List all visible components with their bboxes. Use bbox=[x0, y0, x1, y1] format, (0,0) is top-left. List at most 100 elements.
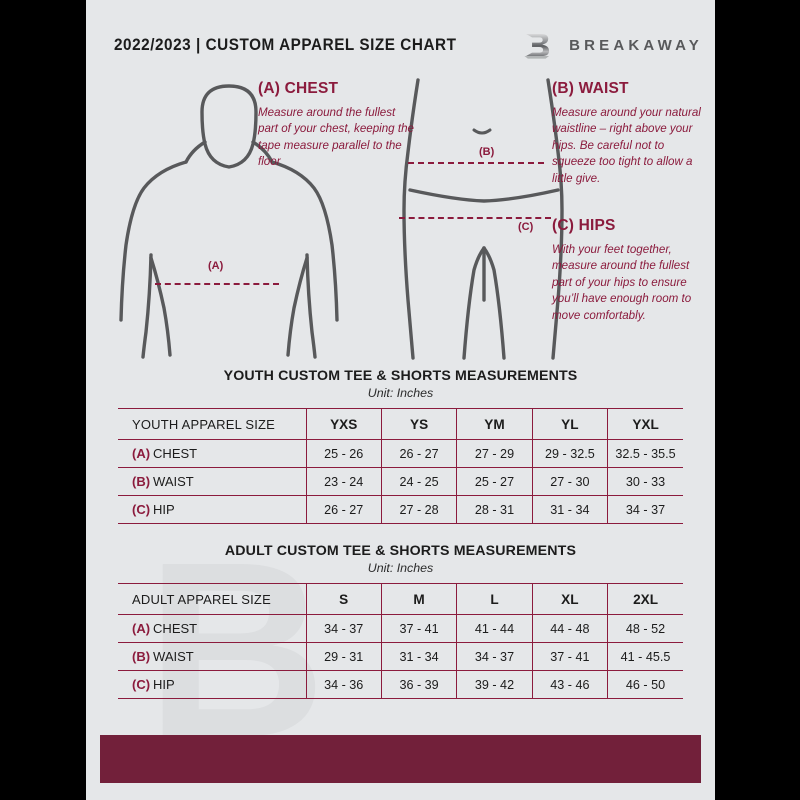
table-row: (B) WAIST 29 - 31 31 - 34 34 - 37 37 - 41… bbox=[118, 642, 683, 671]
adult-table-unit: Unit: Inches bbox=[367, 561, 434, 575]
cell: 28 - 31 bbox=[456, 495, 533, 524]
cell: 27 - 29 bbox=[456, 439, 533, 468]
cell: 34 - 36 bbox=[305, 670, 382, 699]
hip-measure-label: (C) bbox=[518, 221, 534, 233]
cell: 44 - 48 bbox=[531, 614, 608, 643]
footer-bar bbox=[100, 735, 701, 783]
cell: 43 - 46 bbox=[531, 670, 608, 699]
row-label: (A) CHEST bbox=[118, 614, 306, 643]
cell: 37 - 41 bbox=[531, 642, 608, 671]
callout-hips-body: With your feet together, measure around … bbox=[552, 243, 692, 322]
youth-size-col: YXS bbox=[305, 408, 382, 440]
cell: 36 - 39 bbox=[380, 670, 457, 699]
waist-measure-line bbox=[408, 162, 544, 164]
adult-size-col: XL bbox=[531, 583, 608, 615]
cell: 34 - 37 bbox=[456, 642, 533, 671]
lower-body-figure-icon bbox=[402, 78, 564, 360]
cell: 26 - 27 bbox=[380, 439, 457, 468]
brand-wordmark: BREAKAWAY bbox=[569, 36, 703, 54]
cell: 31 - 34 bbox=[531, 495, 608, 524]
table-row: (C) HIP 34 - 36 36 - 39 39 - 42 43 - 46 4… bbox=[118, 670, 683, 699]
row-tag: (C) bbox=[132, 677, 151, 692]
breakaway-b-logo-icon bbox=[524, 33, 550, 59]
hip-measure-line bbox=[399, 217, 551, 219]
table-row: (A) CHEST 34 - 37 37 - 41 41 - 44 44 - 48… bbox=[118, 614, 683, 643]
row-label: (C) HIP bbox=[118, 670, 306, 699]
page-title: 2022/2023 | CUSTOM APPAREL SIZE CHART bbox=[114, 35, 457, 54]
chest-measure-label: (A) bbox=[208, 260, 224, 272]
adult-section: ADULT CUSTOM TEE & SHORTS MEASUREMENTS U… bbox=[86, 543, 715, 699]
row-label-text: CHEST bbox=[153, 621, 198, 636]
cell: 27 - 30 bbox=[531, 467, 608, 496]
youth-table-title: YOUTH CUSTOM TEE & SHORTS MEASUREMENTS bbox=[223, 368, 578, 384]
row-label-text: HIP bbox=[153, 677, 175, 692]
cell: 29 - 31 bbox=[305, 642, 382, 671]
page-header: 2022/2023 | CUSTOM APPAREL SIZE CHART BR… bbox=[86, 28, 715, 62]
chest-measure-line bbox=[155, 283, 279, 285]
row-label: (A) CHEST bbox=[118, 439, 306, 468]
adult-table-title: ADULT CUSTOM TEE & SHORTS MEASUREMENTS bbox=[224, 543, 577, 559]
size-chart-page: B 2022/2023 | CUSTOM APPAREL SIZE CHART bbox=[86, 0, 715, 800]
row-tag: (B) bbox=[132, 474, 151, 489]
youth-size-col: YL bbox=[531, 408, 608, 440]
cell: 30 - 33 bbox=[607, 467, 683, 496]
cell: 31 - 34 bbox=[380, 642, 457, 671]
waist-measure-label: (B) bbox=[479, 146, 495, 158]
row-label: (B) WAIST bbox=[118, 467, 306, 496]
cell: 37 - 41 bbox=[380, 614, 457, 643]
callout-waist: (B) WAIST Measure around your natural wa… bbox=[552, 80, 702, 187]
cell: 25 - 27 bbox=[456, 467, 533, 496]
callout-hips: (C) HIPS With your feet together, measur… bbox=[552, 217, 707, 324]
cell: 26 - 27 bbox=[305, 495, 382, 524]
row-label-text: WAIST bbox=[153, 649, 194, 664]
adult-size-col: M bbox=[380, 583, 457, 615]
table-row: (C) HIP 26 - 27 27 - 28 28 - 31 31 - 34 3… bbox=[118, 495, 683, 524]
youth-table-unit: Unit: Inches bbox=[367, 386, 434, 400]
youth-size-header: YOUTH APPAREL SIZE bbox=[118, 408, 306, 440]
adult-size-col: L bbox=[456, 583, 533, 615]
row-label: (C) HIP bbox=[118, 495, 306, 524]
cell: 24 - 25 bbox=[380, 467, 457, 496]
row-tag: (A) bbox=[132, 446, 151, 461]
brand-logo: BREAKAWAY bbox=[521, 28, 703, 62]
cell: 48 - 52 bbox=[607, 614, 683, 643]
row-label-text: WAIST bbox=[153, 474, 194, 489]
adult-size-header: ADULT APPAREL SIZE bbox=[118, 583, 306, 615]
adult-size-col: S bbox=[305, 583, 382, 615]
cell: 29 - 32.5 bbox=[531, 439, 608, 468]
row-tag: (C) bbox=[132, 502, 151, 517]
table-header-row: ADULT APPAREL SIZE S M L XL 2XL bbox=[118, 583, 683, 615]
torso-figure-icon bbox=[119, 84, 339, 359]
cell: 41 - 44 bbox=[456, 614, 533, 643]
callout-chest-body: Measure around the fullest part of your … bbox=[258, 106, 414, 169]
cell: 25 - 26 bbox=[305, 439, 382, 468]
table-row: (B) WAIST 23 - 24 24 - 25 25 - 27 27 - 30… bbox=[118, 467, 683, 496]
cell: 46 - 50 bbox=[607, 670, 683, 699]
cell: 23 - 24 bbox=[305, 467, 382, 496]
measurement-diagram: (A) (B) (C) (A) CHEST Measure around the… bbox=[86, 62, 715, 362]
row-tag: (A) bbox=[132, 621, 151, 636]
row-label: (B) WAIST bbox=[118, 642, 306, 671]
youth-size-col: YXL bbox=[607, 408, 683, 440]
callout-waist-heading: (B) WAIST bbox=[552, 80, 629, 97]
callout-hips-heading: (C) HIPS bbox=[552, 217, 616, 234]
cell: 27 - 28 bbox=[380, 495, 457, 524]
youth-size-col: YS bbox=[380, 408, 457, 440]
row-label-text: HIP bbox=[153, 502, 175, 517]
youth-size-table: YOUTH APPAREL SIZE YXS YS YM YL YXL (A) C… bbox=[118, 408, 683, 524]
cell: 39 - 42 bbox=[456, 670, 533, 699]
callout-chest: (A) CHEST Measure around the fullest par… bbox=[258, 80, 418, 171]
table-header-row: YOUTH APPAREL SIZE YXS YS YM YL YXL bbox=[118, 408, 683, 440]
callout-chest-heading: (A) CHEST bbox=[258, 80, 339, 97]
cell: 34 - 37 bbox=[305, 614, 382, 643]
row-label-text: CHEST bbox=[153, 446, 198, 461]
callout-waist-body: Measure around your natural waistline – … bbox=[552, 106, 701, 185]
adult-size-table: ADULT APPAREL SIZE S M L XL 2XL (A) CHEST… bbox=[118, 583, 683, 699]
youth-section: YOUTH CUSTOM TEE & SHORTS MEASUREMENTS U… bbox=[86, 368, 715, 524]
row-tag: (B) bbox=[132, 649, 151, 664]
cell: 32.5 - 35.5 bbox=[607, 439, 683, 468]
cell: 34 - 37 bbox=[607, 495, 683, 524]
cell: 41 - 45.5 bbox=[607, 642, 683, 671]
adult-size-col: 2XL bbox=[607, 583, 683, 615]
youth-size-col: YM bbox=[456, 408, 533, 440]
